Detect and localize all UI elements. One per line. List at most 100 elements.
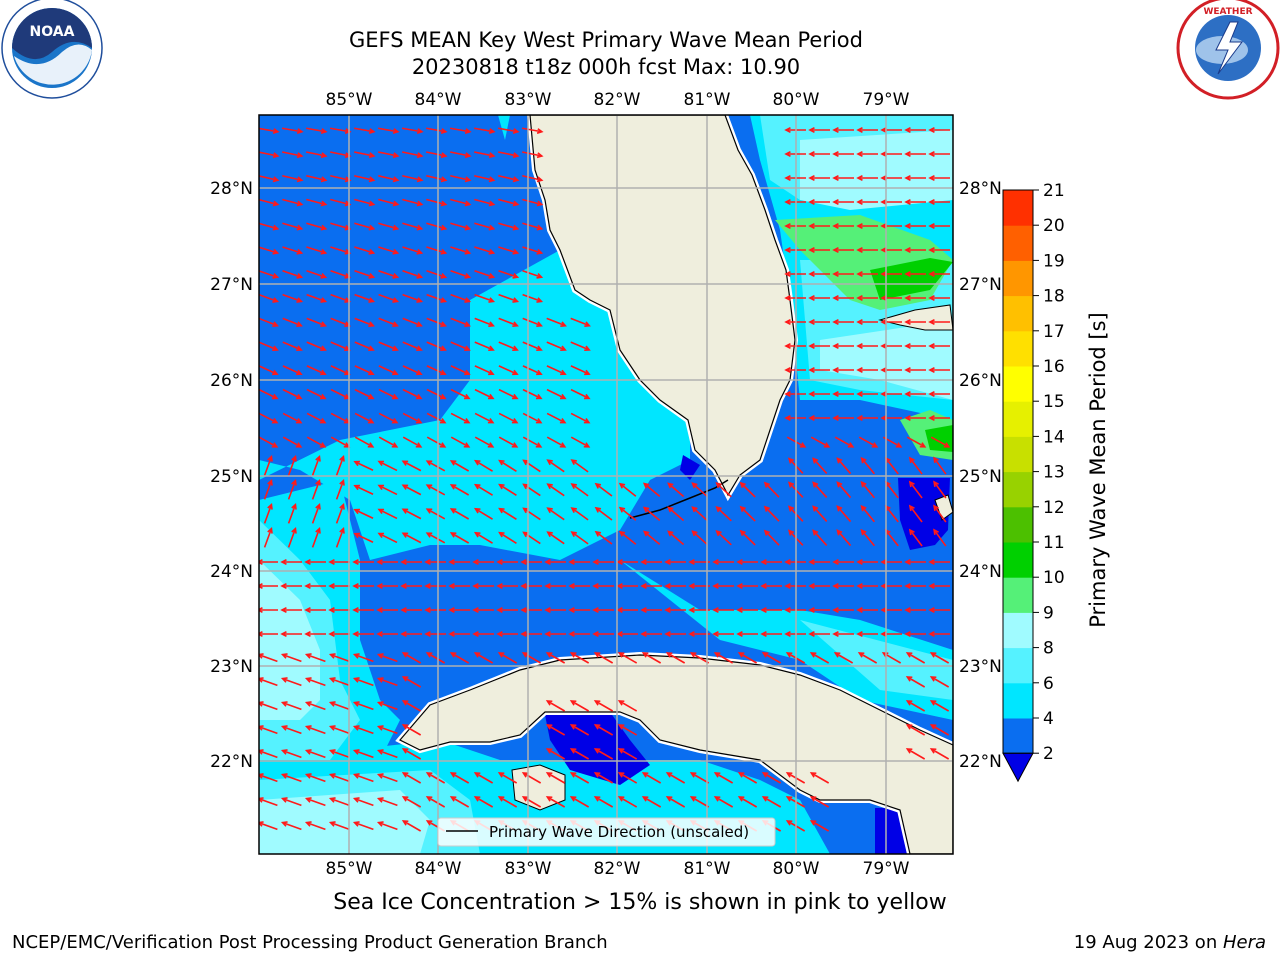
wave-arrow-head <box>880 151 887 157</box>
wave-arrow-head <box>832 247 839 253</box>
wave-arrow-head <box>415 442 423 448</box>
wave-arrow <box>546 724 566 736</box>
wave-arrow <box>930 748 950 760</box>
wave-arrow-head <box>880 271 887 277</box>
wave-arrow-head <box>784 271 791 277</box>
wave-arrow-head <box>272 321 279 327</box>
wave-arrow <box>474 652 494 664</box>
wave-arrow-head <box>808 271 815 277</box>
wave-arrow-head <box>296 273 304 279</box>
wave-arrow <box>738 796 758 808</box>
wave-arrow <box>259 701 278 711</box>
wave-arrow <box>570 796 590 808</box>
map-frame <box>258 114 954 855</box>
lon-label: 84°W <box>415 90 462 110</box>
wave-arrow <box>498 151 518 157</box>
wave-arrow <box>354 127 374 133</box>
wave-arrow <box>836 481 852 499</box>
wave-arrow <box>499 483 517 497</box>
wave-arrow <box>354 270 374 278</box>
wave-arrow-head <box>315 478 321 486</box>
wave-arrow-head <box>856 343 863 349</box>
wave-arrow <box>498 198 518 206</box>
wave-arrow-head <box>808 631 815 637</box>
colorbar-tick-label: 10 <box>1043 568 1065 588</box>
wave-arrow <box>885 529 899 547</box>
wave-arrow <box>450 532 470 544</box>
colorbar-extend-triangle <box>1002 752 1034 783</box>
wave-arrow-head <box>464 345 471 352</box>
wave-arrow-head <box>511 442 519 448</box>
wave-arrow-head <box>291 502 297 510</box>
wave-arrow-head <box>259 653 264 659</box>
wave-arrow-head <box>377 532 385 539</box>
wave-arrow <box>426 484 446 496</box>
wave-arrow-head <box>536 176 544 183</box>
wave-arrow-head <box>784 151 791 157</box>
wave-arrow-head <box>928 223 935 229</box>
wave-arrow <box>498 246 518 254</box>
wave-arrow <box>930 436 950 448</box>
colorbar-segment <box>1003 436 1033 473</box>
lon-label: 80°W <box>773 90 820 110</box>
wave-arrow <box>498 317 518 327</box>
wave-arrow-head <box>832 223 839 229</box>
wave-arrow-head <box>473 507 481 514</box>
wave-arrow-head <box>272 273 280 279</box>
wave-arrow-head <box>280 797 288 803</box>
wave-arrow-head <box>280 701 288 707</box>
wave-arrow-head <box>929 748 937 754</box>
wave-arrow-head <box>832 319 839 325</box>
wave-arrow <box>643 531 661 545</box>
wave-arrow <box>474 412 494 424</box>
wave-arrow <box>474 436 494 448</box>
wave-arrow <box>330 677 350 687</box>
wave-arrow-head <box>640 631 647 637</box>
wave-arrow-head <box>320 248 328 255</box>
wave-arrow-head <box>908 480 915 488</box>
wave-arrow-head <box>904 247 911 253</box>
wave-arrow-head <box>259 583 263 589</box>
wave-arrow-head <box>832 151 839 157</box>
wave-arrow-head <box>352 749 360 755</box>
wave-arrow-head <box>440 345 447 352</box>
lat-label: 25°N <box>210 467 253 487</box>
wave-arrow-head <box>392 224 400 231</box>
wave-arrow <box>335 456 345 476</box>
wave-arrow-head <box>592 607 599 613</box>
wave-arrow-head <box>522 483 529 490</box>
wave-arrow-head <box>328 583 335 589</box>
wave-arrow-head <box>391 393 399 400</box>
wave-arrow <box>594 652 614 664</box>
wave-arrow-head <box>416 248 424 255</box>
wave-arrow <box>498 127 518 133</box>
lon-labels-top: 85°W 84°W 83°W 82°W 81°W 80°W 79°W <box>326 90 910 110</box>
wave-arrow-head <box>928 583 935 589</box>
wave-arrow <box>450 388 470 400</box>
wave-arrow-head <box>832 343 839 349</box>
wave-arrow-head <box>472 631 479 637</box>
wave-arrow <box>762 796 782 808</box>
wave-arrow-head <box>908 456 915 464</box>
wave-arrow <box>330 701 350 711</box>
wave-arrow-head <box>272 176 280 183</box>
wave-arrow-head <box>267 478 273 486</box>
wave-arrow-head <box>713 796 721 802</box>
wave-arrow-head <box>463 442 471 448</box>
wave-arrow <box>354 198 374 206</box>
wave-arrow <box>498 652 518 664</box>
wave-arrow <box>906 748 926 760</box>
wave-arrow-head <box>856 199 863 205</box>
wave-arrow-head <box>520 631 527 637</box>
wave-arrow-head <box>583 393 591 400</box>
wave-arrow <box>259 365 278 375</box>
wave-arrow-head <box>512 200 520 207</box>
wave-arrow <box>812 482 828 498</box>
wave-arrow-head <box>449 796 457 802</box>
wave-arrow-head <box>832 583 839 589</box>
wave-arrow-head <box>856 367 863 373</box>
wave-arrow-head <box>880 343 887 349</box>
wave-arrow <box>259 821 278 831</box>
wave-arrow-head <box>401 484 409 490</box>
wave-arrow <box>330 797 350 807</box>
